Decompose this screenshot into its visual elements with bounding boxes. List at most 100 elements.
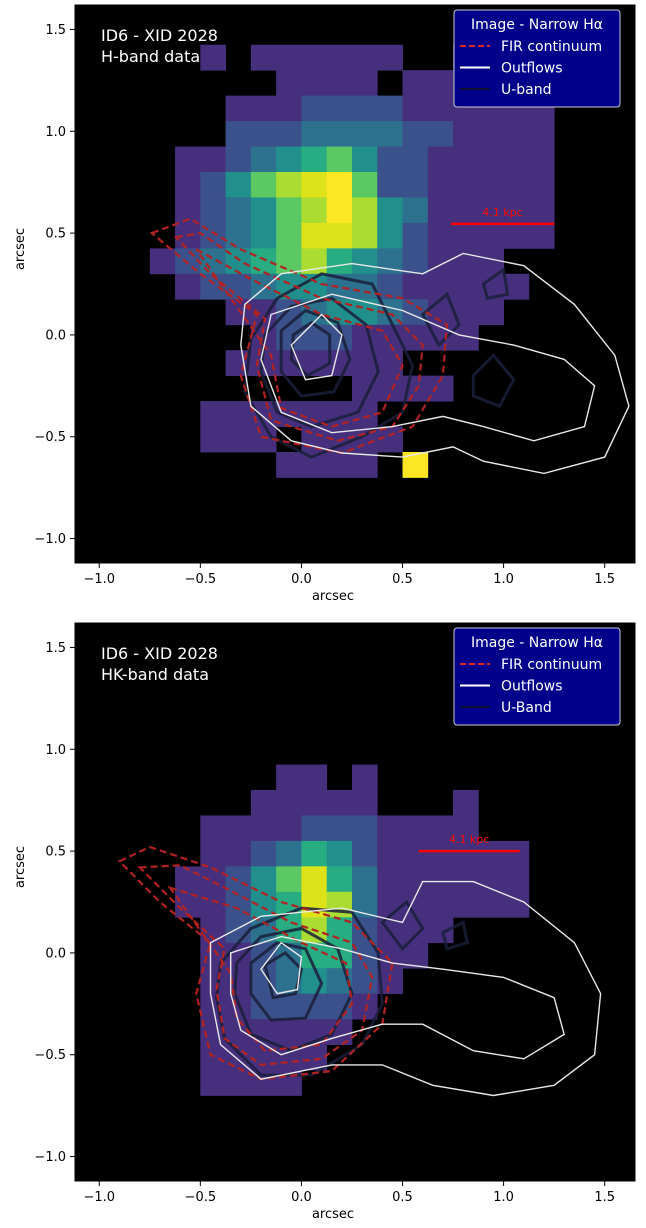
heatmap-cell [200, 1044, 227, 1071]
heatmap-cell [528, 171, 555, 198]
heatmap-cell [276, 789, 302, 816]
heatmap-cell [200, 1070, 227, 1096]
heatmap-cell [503, 222, 530, 249]
heatmap-cell [301, 764, 328, 791]
heatmap-cell [351, 815, 378, 842]
heatmap-cell [250, 815, 277, 842]
heatmap-cell [528, 146, 555, 173]
heatmap-cell [326, 993, 353, 1020]
heatmap-cell [225, 815, 252, 842]
heatmap-cell [377, 375, 403, 402]
heatmap-cell [377, 121, 403, 147]
hk-band-chart: 4.1 kpc ID6 - XID 2028 HK-band data Image -… [13, 622, 636, 1222]
heatmap-cell [200, 44, 227, 71]
heatmap-cell [225, 840, 252, 867]
heatmap-cell [225, 426, 252, 453]
x-tick-label: 1.5 [594, 572, 615, 587]
heatmap-cell [402, 171, 429, 198]
heatmap-cell [402, 248, 429, 275]
heatmap-cell [528, 222, 555, 249]
legend-title: Image - Narrow Hα [471, 635, 603, 651]
heatmap-cell [377, 171, 403, 198]
y-tick-label: 1.5 [45, 641, 66, 656]
heatmap-cell [250, 95, 277, 122]
heatmap-cell [326, 248, 353, 275]
heatmap-cell [351, 324, 378, 351]
x-axis-label: arcsec [312, 589, 354, 604]
heatmap-cell [377, 197, 403, 224]
heatmap-cell [351, 95, 378, 122]
heatmap-cell [377, 866, 403, 893]
heatmap-cell [326, 866, 353, 893]
heatmap-cell [453, 273, 479, 300]
heatmap-cell [250, 866, 277, 893]
panel-title-line: ID6 - XID 2028 [101, 644, 218, 663]
heatmap-cell [453, 789, 479, 816]
heatmap-cell [250, 146, 277, 173]
heatmap-cell [200, 891, 227, 918]
heatmap-cell [427, 146, 454, 173]
uband-contour [420, 291, 461, 348]
heatmap-cell [301, 121, 328, 147]
heatmap-cell [326, 815, 353, 842]
heatmap-cell [276, 95, 302, 122]
heatmap-cell [351, 44, 378, 71]
heatmap-cell [377, 840, 403, 867]
heatmap-cell [402, 146, 429, 173]
heatmap-cell [250, 840, 277, 867]
y-axis-label: arcsec [13, 228, 28, 270]
heatmap-cell [377, 95, 403, 122]
fir-contour [149, 217, 449, 455]
legend-label: Outflows [501, 61, 563, 77]
heatmap-cell [402, 840, 429, 867]
heatmap-cell [200, 866, 227, 893]
heatmap-cell [427, 222, 454, 249]
uband-contour [259, 296, 380, 429]
heatmap-cell [377, 891, 403, 918]
heatmap-cell [301, 222, 328, 249]
heatmap-cell [276, 70, 302, 97]
legend-label: U-band [501, 82, 552, 98]
y-tick-label: 1.0 [45, 743, 66, 758]
heatmap-cell [276, 815, 302, 842]
heatmap-cell [200, 968, 227, 995]
heatmap-cell [276, 44, 302, 71]
heatmap-cell [453, 146, 479, 173]
contours [117, 845, 602, 1097]
scalebar-label: 4.1 kpc [449, 833, 489, 846]
uband-contour [441, 920, 469, 951]
fir-contour [173, 231, 424, 442]
heatmap-cell [276, 146, 302, 173]
heatmap-cell [225, 1070, 252, 1096]
heatmap-cell [528, 197, 555, 224]
y-tick-label: 1.5 [45, 23, 66, 38]
heatmap-cell [301, 789, 328, 816]
heatmap-cell [427, 248, 454, 275]
heatmap-cell [351, 968, 378, 995]
heatmap-cell [200, 815, 227, 842]
bottom-panel: 4.1 kpc ID6 - XID 2028 HK-band data Image -… [0, 618, 646, 1224]
heatmap-cell [351, 866, 378, 893]
heatmap-cell [326, 146, 353, 173]
heatmap-cell [351, 171, 378, 198]
heatmap-cell [326, 197, 353, 224]
heatmap-cell [351, 840, 378, 867]
heatmap-cell [402, 273, 429, 300]
heatmap-cell [175, 866, 201, 893]
y-tick-label: −0.5 [34, 1048, 66, 1063]
x-axis-label: arcsec [312, 1207, 354, 1222]
heatmap-cell [453, 840, 479, 867]
heatmap-cell [326, 44, 353, 71]
heatmap-cell [427, 815, 454, 842]
heatmap-cell [301, 95, 328, 122]
outflow-contour [260, 293, 596, 442]
heatmap-cell [301, 866, 328, 893]
heatmap-cell [276, 222, 302, 249]
heatmap-cell [326, 222, 353, 249]
heatmap-cell [200, 840, 227, 867]
uband-contour [289, 320, 332, 378]
y-tick-label: −0.5 [34, 430, 66, 445]
heatmap-cell [453, 171, 479, 198]
heatmap-cell [250, 197, 277, 224]
heatmap-cell [427, 171, 454, 198]
